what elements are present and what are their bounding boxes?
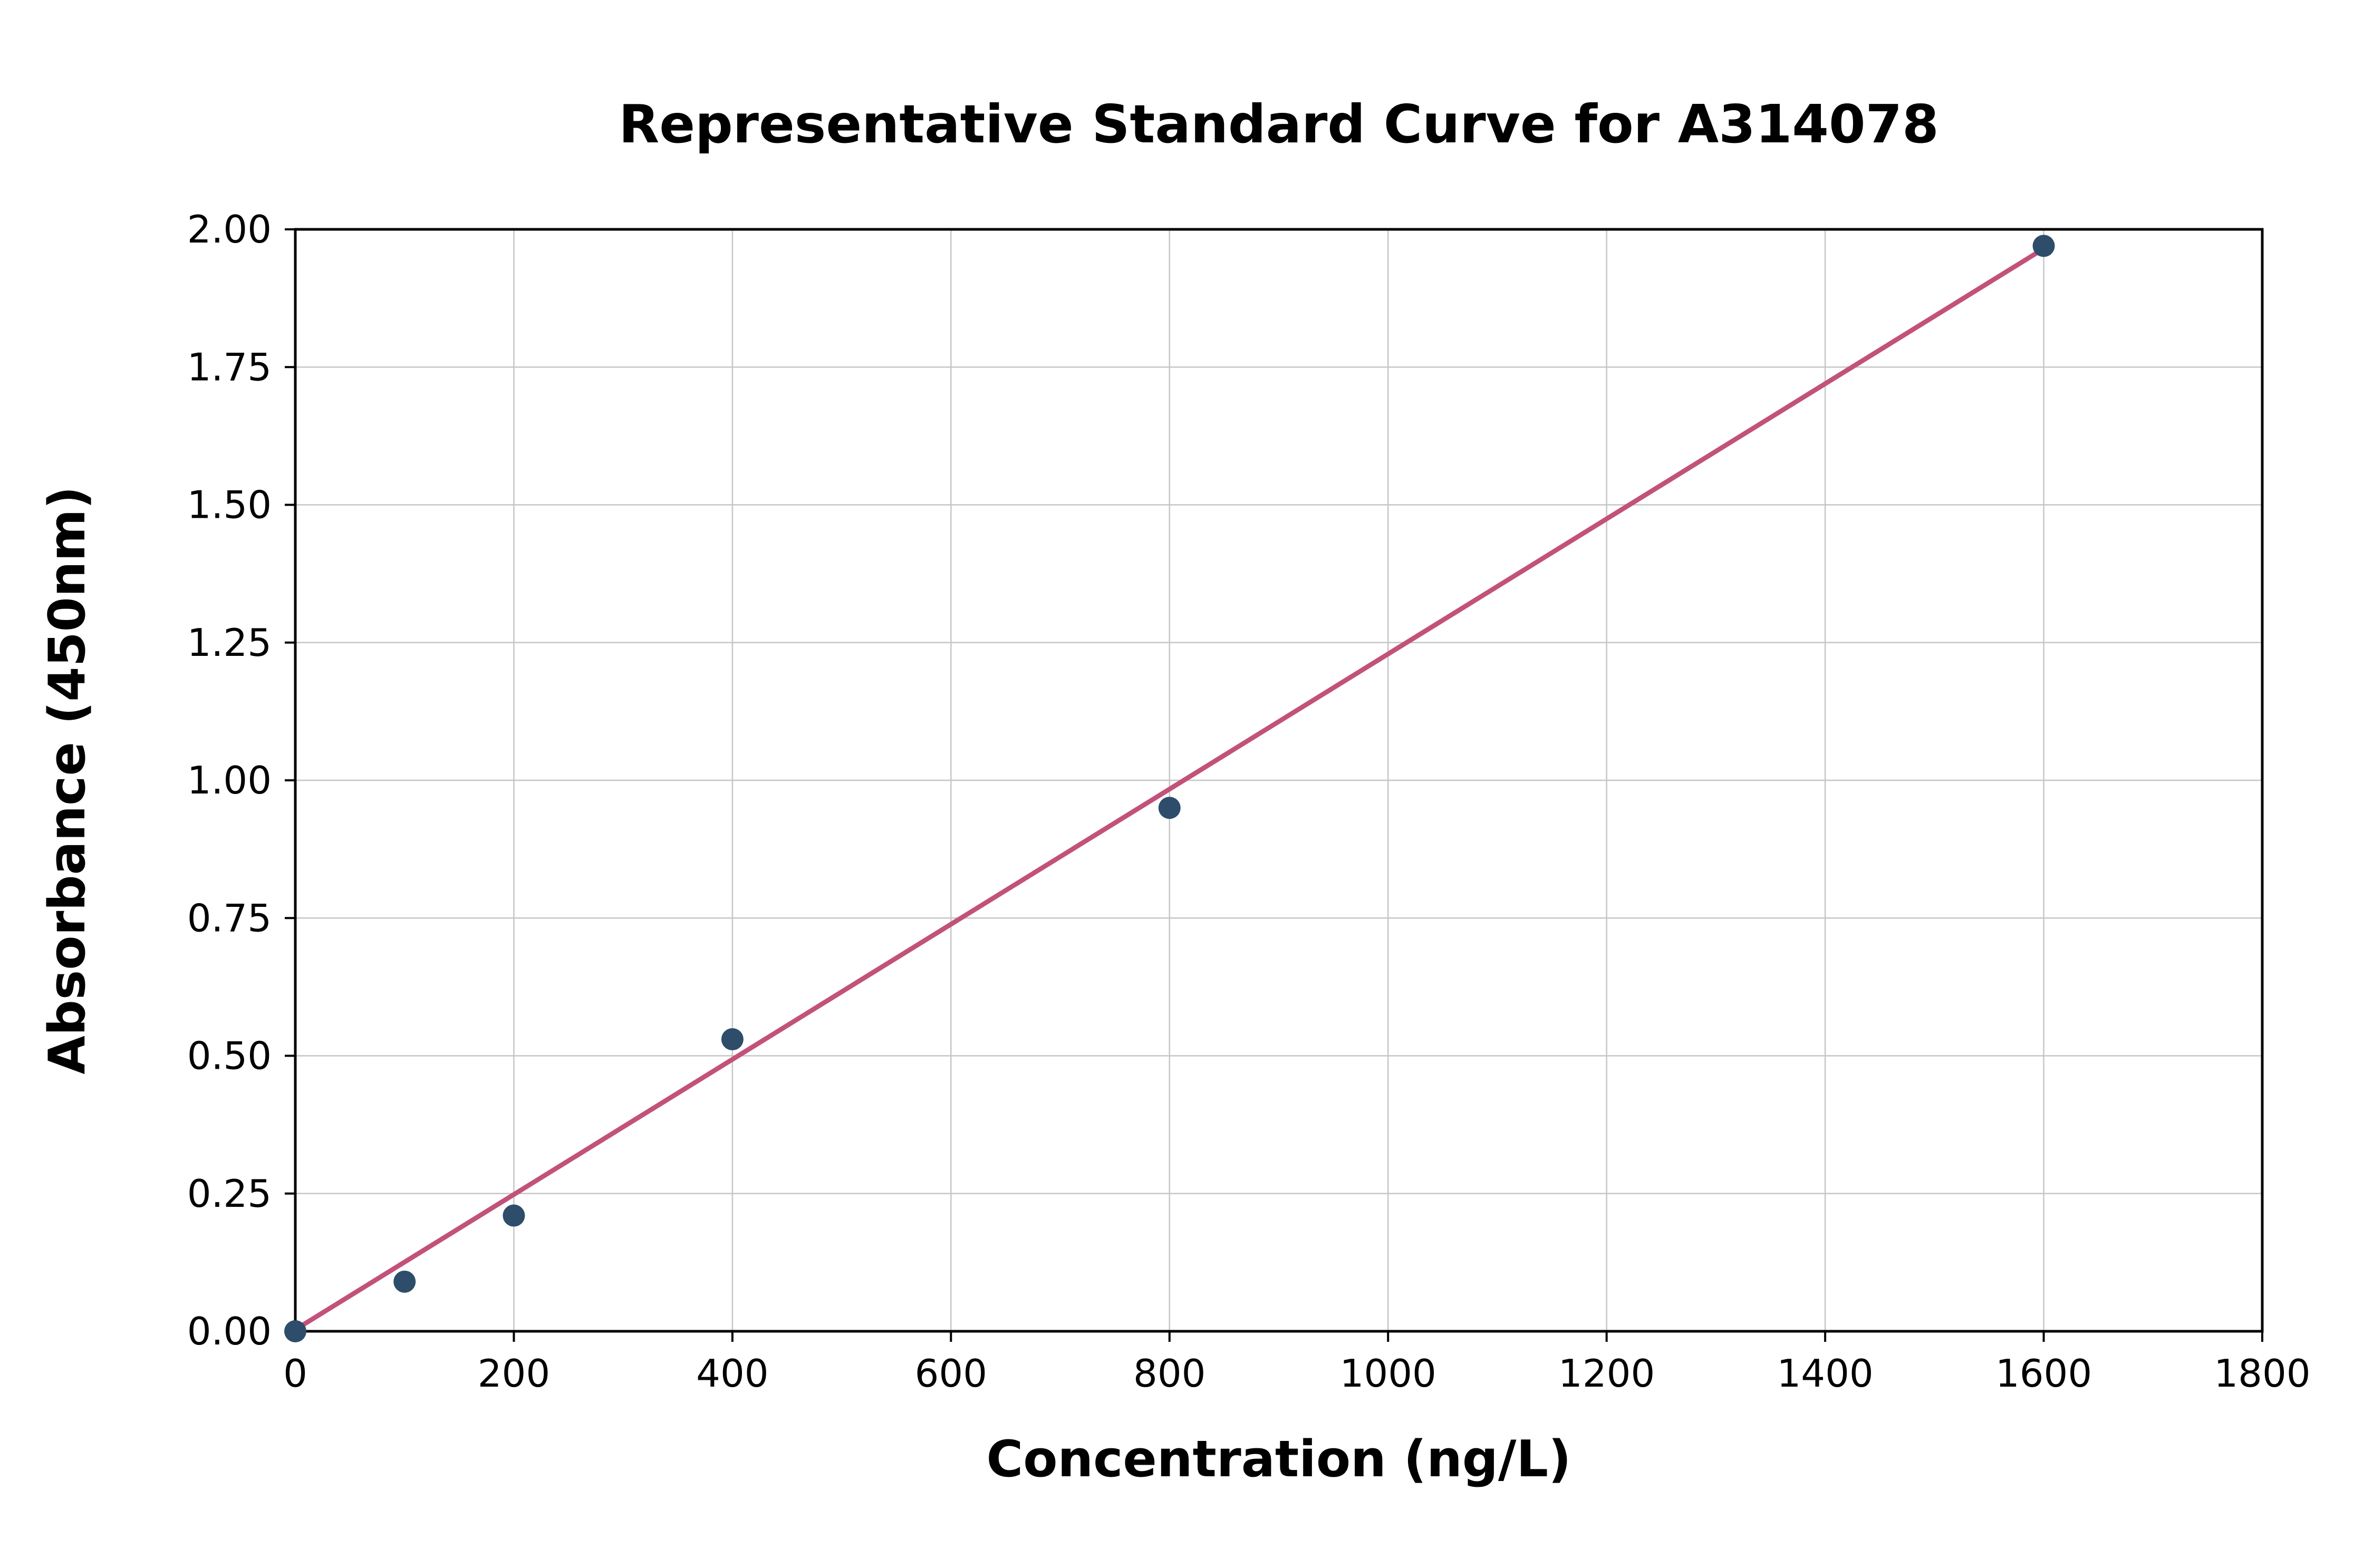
y-axis-label: Absorbance (450nm) <box>38 486 97 1075</box>
label-layer: Representative Standard Curve for A31407… <box>38 93 1939 1488</box>
data-layer <box>284 235 2055 1342</box>
y-tick-label: 1.50 <box>187 483 272 527</box>
y-tick-label: 1.25 <box>187 621 272 665</box>
data-point <box>2032 235 2055 257</box>
x-tick-label: 0 <box>283 1351 307 1396</box>
chart-title: Representative Standard Curve for A31407… <box>619 93 1938 155</box>
x-tick-label: 1200 <box>1558 1351 1655 1396</box>
x-tick-label: 1000 <box>1340 1351 1436 1396</box>
x-axis-label: Concentration (ng/L) <box>986 1430 1571 1488</box>
x-tick-label: 1600 <box>1995 1351 2092 1396</box>
y-tick-label: 0.25 <box>187 1172 272 1216</box>
axis-layer: 0 200 400 600 800 1000 1200 1400 1600 1800 0.00 0.2… <box>187 207 2311 1396</box>
y-tick-label: 1.00 <box>187 758 272 802</box>
y-tick-label: 0.75 <box>187 896 272 940</box>
x-tick-label: 600 <box>915 1351 987 1396</box>
data-point <box>721 1028 744 1051</box>
x-tick-label: 1400 <box>1777 1351 1873 1396</box>
x-tick-label: 1800 <box>2214 1351 2310 1396</box>
trend-line <box>293 246 2047 1332</box>
data-point <box>393 1270 416 1293</box>
data-point <box>1158 797 1181 819</box>
y-tick-label: 1.75 <box>187 345 272 389</box>
data-point <box>503 1204 525 1227</box>
y-tick-label: 0.50 <box>187 1034 272 1078</box>
x-tick-label: 200 <box>478 1351 550 1396</box>
y-tick-label: 0.00 <box>187 1309 272 1353</box>
x-tick-label: 400 <box>696 1351 768 1396</box>
grid-layer <box>294 228 2263 1332</box>
x-tick-label: 800 <box>1133 1351 1205 1396</box>
data-point <box>284 1320 306 1342</box>
y-tick-label: 2.00 <box>187 207 272 251</box>
